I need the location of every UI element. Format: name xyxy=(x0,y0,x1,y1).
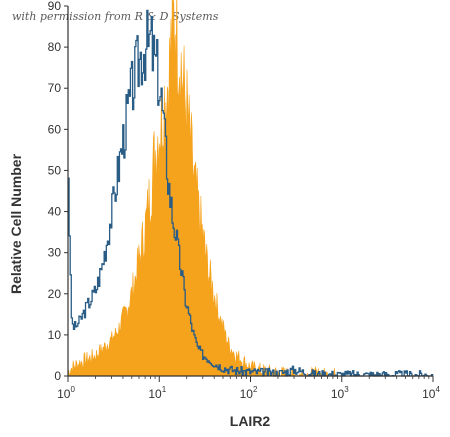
y-tick-label: 0 xyxy=(54,369,61,383)
y-tick-label: 70 xyxy=(48,81,62,95)
y-tick-label: 90 xyxy=(48,0,62,13)
x-tick-label: 100 xyxy=(57,385,75,401)
y-tick-label: 80 xyxy=(48,40,62,54)
watermark-text: with permission from R & D Systems xyxy=(12,10,219,23)
y-tick-label: 60 xyxy=(48,122,62,136)
stained-histogram xyxy=(67,0,342,378)
y-tick-label: 40 xyxy=(48,205,62,219)
x-tick-label: 103 xyxy=(331,385,349,401)
x-axis-ticks: 100 101 102 103 104 xyxy=(57,376,440,401)
y-axis-title: Relative Cell Number xyxy=(8,153,24,294)
x-tick-label: 104 xyxy=(422,385,440,401)
y-axis-ticks: 0 10 20 30 40 50 60 70 80 90 xyxy=(48,0,68,383)
y-tick-label: 50 xyxy=(48,163,62,177)
y-tick-label: 10 xyxy=(48,328,62,342)
x-axis-title: LAIR2 xyxy=(230,413,271,429)
x-tick-label: 101 xyxy=(148,385,166,401)
y-tick-label: 20 xyxy=(48,287,62,301)
x-tick-label: 102 xyxy=(240,385,258,401)
plot-area xyxy=(67,0,434,378)
y-tick-label: 30 xyxy=(48,246,62,260)
